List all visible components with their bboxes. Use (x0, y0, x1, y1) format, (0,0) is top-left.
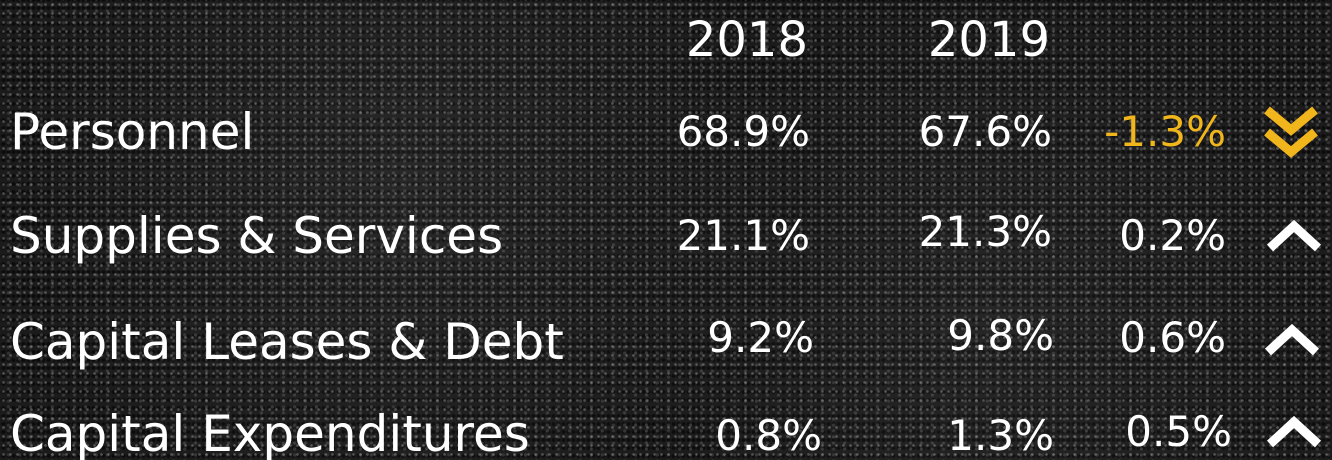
cell: 67.6% (919, 111, 1052, 153)
row-label: Personnel (10, 107, 254, 157)
slide: 2018 2019 Personnel 68.9% 67.6% -1.3% Su… (0, 0, 1332, 460)
change-cell: 0.2% (1119, 215, 1226, 257)
year-header: 2018 (686, 16, 808, 64)
up-icon (1266, 218, 1322, 254)
change-cell: -1.3% (1104, 111, 1226, 153)
year-header: 2019 (928, 16, 1050, 64)
row-label: Supplies & Services (10, 211, 503, 261)
cell: 9.8% (947, 315, 1054, 357)
change-cell: 0.6% (1119, 317, 1226, 359)
cell: 0.8% (715, 415, 822, 457)
up-icon (1266, 414, 1322, 450)
row-label: Capital Expenditures (10, 409, 530, 459)
cell: 1.3% (947, 415, 1054, 457)
cell: 21.1% (677, 215, 810, 257)
cell: 68.9% (677, 111, 810, 153)
up-icon (1264, 322, 1320, 358)
row-label: Capital Leases & Debt (10, 317, 564, 367)
change-cell: 0.5% (1125, 411, 1232, 453)
cell: 21.3% (919, 211, 1052, 253)
down-icon (1263, 104, 1319, 162)
cell: 9.2% (707, 317, 814, 359)
